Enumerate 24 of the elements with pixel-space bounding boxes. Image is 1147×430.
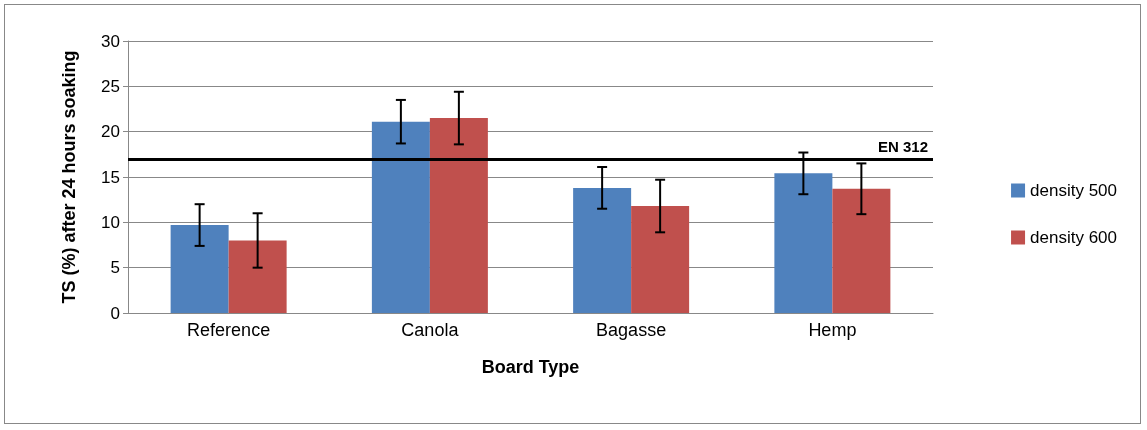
y-tick-label: 30 — [101, 31, 120, 51]
y-tick-label: 20 — [101, 122, 120, 142]
y-axis-title: TS (%) after 24 hours soaking — [59, 50, 79, 304]
y-tick-label: 25 — [101, 76, 120, 96]
bar — [631, 206, 690, 313]
bar — [832, 188, 891, 313]
ref-line-label: EN 312 — [877, 137, 928, 155]
x-axis-title: Board Type — [481, 357, 580, 377]
bar — [228, 240, 287, 313]
y-tick-label: 0 — [110, 303, 120, 323]
y-tick-label: 15 — [101, 167, 120, 187]
y-tick-label: 10 — [101, 212, 120, 232]
bar — [371, 121, 430, 313]
bar — [573, 187, 632, 313]
x-tick-label: Hemp — [808, 320, 857, 340]
legend-label: density 500 — [1030, 181, 1117, 200]
x-tick-label: Bagasse — [596, 320, 667, 340]
y-tick-label: 5 — [110, 258, 120, 278]
x-tick-label: Reference — [187, 320, 271, 340]
x-tick-label: Canola — [401, 320, 460, 340]
bar — [774, 173, 833, 313]
legend-label: density 600 — [1030, 228, 1117, 247]
bar — [170, 225, 229, 313]
bar — [429, 118, 488, 313]
